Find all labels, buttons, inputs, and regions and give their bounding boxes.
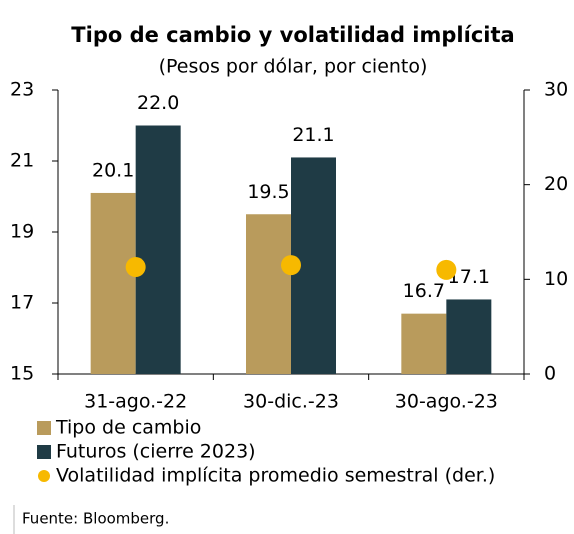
- value-label: 19.5: [247, 181, 289, 203]
- bar: [246, 214, 291, 374]
- bar: [446, 299, 492, 374]
- bar: [90, 192, 136, 374]
- y2-tick-label: 10: [544, 268, 568, 290]
- x-tick-label: 30-ago.-23: [395, 391, 498, 413]
- legend-swatch: [37, 445, 51, 459]
- volatility-dot: [125, 257, 146, 278]
- legend-label: Futuros (cierre 2023): [56, 441, 256, 463]
- y2-tick-label: 30: [544, 79, 568, 101]
- x-tick-label: 30-dic.-23: [243, 391, 339, 413]
- source: Fuente: Bloomberg.: [22, 510, 169, 528]
- y2-tick-label: 20: [544, 173, 568, 195]
- x-tick-label: 31-ago.-22: [84, 391, 187, 413]
- y-tick-label: 23: [10, 79, 34, 101]
- volatility-dot: [436, 259, 457, 280]
- value-label: 17.1: [448, 266, 490, 288]
- y-tick-label: 19: [10, 221, 34, 243]
- chart-title: Tipo de cambio y volatilidad implícita: [71, 23, 514, 47]
- y2-tick-label: 0: [544, 363, 556, 385]
- value-label: 16.7: [403, 280, 445, 302]
- y-tick-label: 17: [10, 292, 34, 314]
- chart-subtitle: (Pesos por dólar, por ciento): [159, 56, 428, 78]
- value-label: 20.1: [92, 159, 134, 181]
- y-tick-label: 15: [10, 363, 34, 385]
- legend-label: Tipo de cambio: [55, 417, 201, 439]
- y-tick-label: 21: [10, 150, 34, 172]
- value-label: 22.0: [137, 92, 179, 114]
- legend-swatch: [38, 470, 50, 482]
- legend-label: Volatilidad implícita promedio semestral…: [56, 465, 495, 487]
- bar: [135, 125, 181, 374]
- volatility-dot: [281, 255, 301, 276]
- bar: [401, 313, 447, 374]
- value-label: 21.1: [292, 124, 334, 146]
- legend-swatch: [37, 421, 51, 435]
